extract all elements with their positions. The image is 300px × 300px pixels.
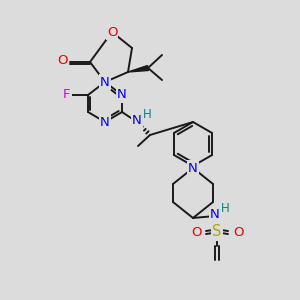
Text: N: N xyxy=(132,115,142,128)
Text: F: F xyxy=(63,88,71,101)
Text: O: O xyxy=(191,226,201,239)
Text: H: H xyxy=(142,109,152,122)
Text: N: N xyxy=(117,88,127,101)
Text: O: O xyxy=(58,53,68,67)
Text: H: H xyxy=(220,202,230,215)
Text: N: N xyxy=(100,76,110,88)
Text: O: O xyxy=(233,226,243,239)
Text: N: N xyxy=(100,116,110,128)
Text: O: O xyxy=(107,26,117,38)
Text: S: S xyxy=(212,224,222,239)
Text: N: N xyxy=(210,208,220,221)
Polygon shape xyxy=(128,65,148,72)
Text: N: N xyxy=(188,161,198,175)
